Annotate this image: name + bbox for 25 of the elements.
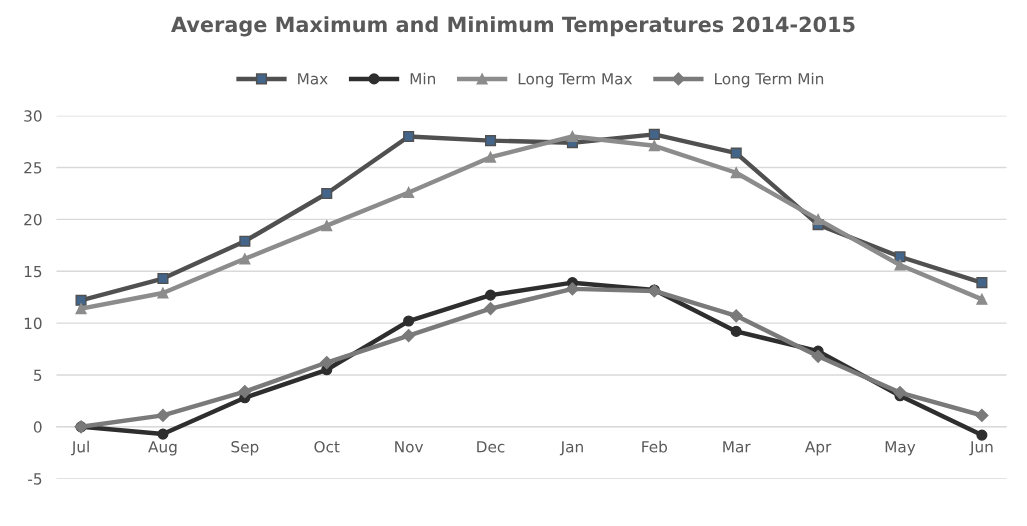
x-tick-label: Apr xyxy=(805,441,832,456)
x-tick-label: Jun xyxy=(969,441,993,456)
y-tick-label: 20 xyxy=(24,213,42,226)
x-tick-label: Oct xyxy=(314,440,340,453)
y-tick-label: 0 xyxy=(33,421,42,433)
legend-label: Min xyxy=(410,72,435,85)
y-tick-label: 10 xyxy=(24,317,42,330)
legend-label: Max xyxy=(298,73,328,85)
x-tick-label: Sep xyxy=(231,440,259,456)
chart-title: Average Maximum and Minimum Temperatures 2014-2015 xyxy=(171,16,855,37)
y-tick-label: -5 xyxy=(28,473,42,485)
y-tick-label: 25 xyxy=(24,162,42,174)
legend-label: Long Term Min xyxy=(715,72,824,88)
x-tick-label: Dec xyxy=(477,441,505,453)
y-tick-label: 5 xyxy=(34,369,42,381)
x-tick-label: Mar xyxy=(723,441,751,453)
y-tick-label: 15 xyxy=(24,265,42,278)
x-tick-label: Aug xyxy=(148,441,177,456)
x-tick-label: Jul xyxy=(71,440,89,456)
x-tick-label: Jan xyxy=(559,441,583,456)
x-tick-label: Nov xyxy=(395,441,424,453)
x-tick-label: May xyxy=(885,441,916,456)
x-tick-label: Feb xyxy=(642,440,667,453)
legend-label: Long Term Max xyxy=(518,73,633,88)
y-tick-label: 30 xyxy=(24,110,42,122)
